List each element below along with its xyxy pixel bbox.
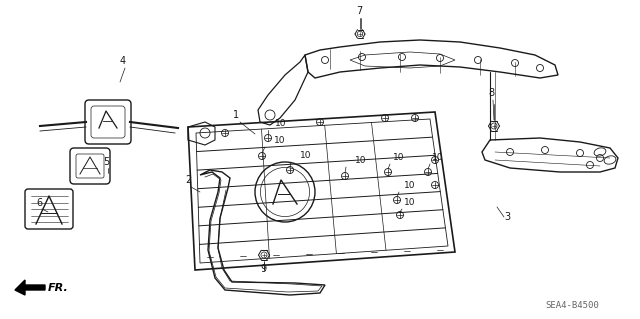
Text: SEA4-B4500: SEA4-B4500 (545, 301, 599, 310)
Text: 2: 2 (185, 175, 191, 185)
Text: 10: 10 (393, 153, 404, 162)
Text: 10: 10 (300, 151, 312, 160)
Polygon shape (15, 280, 45, 295)
Text: 10: 10 (404, 181, 415, 190)
Text: FR.: FR. (48, 283, 68, 293)
Text: 6: 6 (36, 198, 42, 208)
Text: 8: 8 (488, 88, 494, 98)
Text: 3: 3 (504, 212, 510, 222)
Text: 7: 7 (356, 6, 362, 16)
Text: 1: 1 (233, 110, 239, 120)
Text: 10: 10 (404, 198, 415, 207)
Text: 10: 10 (275, 119, 287, 128)
Text: 5: 5 (103, 157, 109, 167)
Text: 4: 4 (120, 56, 126, 66)
Text: 10: 10 (355, 156, 367, 165)
Text: 10: 10 (274, 136, 285, 145)
Text: 10: 10 (432, 153, 444, 162)
Text: 9: 9 (260, 264, 266, 274)
